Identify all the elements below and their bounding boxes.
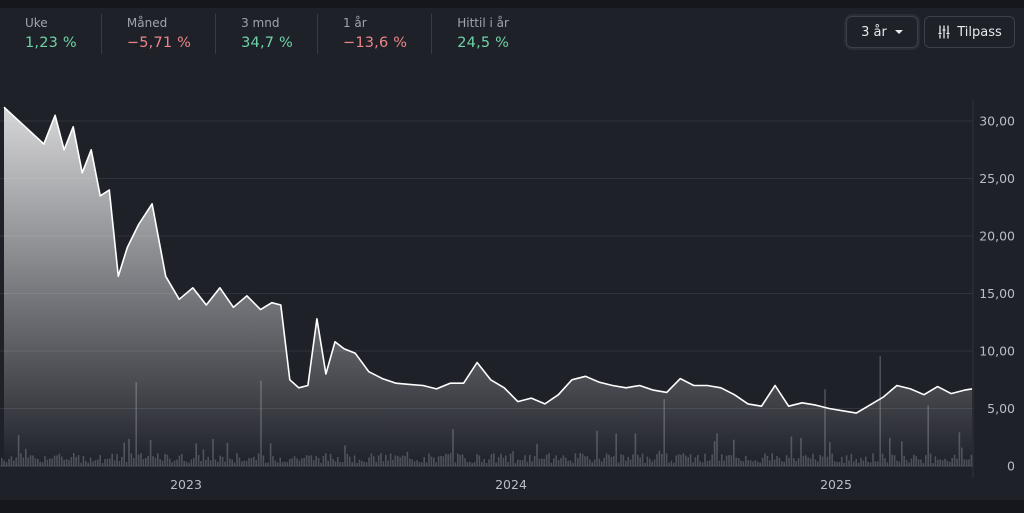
x-tick-label: 2023 <box>170 477 202 492</box>
x-tick-label: 2025 <box>820 477 852 492</box>
stat-month: Måned −5,71 % <box>102 14 217 54</box>
y-axis: 0 5,00 10,00 15,00 20,00 25,00 30,00 <box>979 114 1015 474</box>
bottom-strip <box>0 500 1024 513</box>
stat-value: 1,23 % <box>25 35 77 51</box>
stat-1-year: 1 år −13,6 % <box>318 14 433 54</box>
period-returns: Uke 1,23 % Måned −5,71 % 3 mnd 34,7 % 1 … <box>0 14 533 60</box>
stat-week: Uke 1,23 % <box>0 14 102 54</box>
stat-label: 1 år <box>342 16 367 30</box>
x-axis: 2023 2024 2025 <box>170 477 852 492</box>
stat-value: 24,5 % <box>457 35 510 51</box>
y-tick-label: 15,00 <box>979 286 1015 301</box>
x-tick-label: 2024 <box>495 477 527 492</box>
y-tick-label: 5,00 <box>987 401 1015 416</box>
y-tick-label: 25,00 <box>979 171 1015 186</box>
period-select[interactable]: 3 år <box>846 16 918 48</box>
stat-value: −13,6 % <box>342 35 408 51</box>
y-tick-label: 20,00 <box>979 229 1015 244</box>
stat-label: Uke <box>25 16 48 30</box>
y-tick-label: 30,00 <box>979 114 1015 129</box>
stat-value: −5,71 % <box>126 35 192 51</box>
adjust-button[interactable]: Tilpass <box>924 16 1015 48</box>
sliders-icon <box>937 25 951 39</box>
y-tick-label: 10,00 <box>979 344 1015 359</box>
period-select-label: 3 år <box>861 24 887 40</box>
stat-value: 34,7 % <box>241 35 293 51</box>
stat-ytd: Hittil i år 24,5 % <box>432 14 533 54</box>
adjust-button-label: Tilpass <box>957 24 1002 40</box>
y-tick-label: 0 <box>1007 459 1015 474</box>
volume-bar <box>1 458 3 466</box>
stat-label: Måned <box>126 16 168 30</box>
stat-3-months: 3 mnd 34,7 % <box>216 14 318 54</box>
chevron-down-icon <box>894 30 903 34</box>
price-line <box>3 106 973 414</box>
stat-label: 3 mnd <box>241 16 280 30</box>
stat-label: Hittil i år <box>457 16 509 30</box>
price-area <box>4 107 972 466</box>
